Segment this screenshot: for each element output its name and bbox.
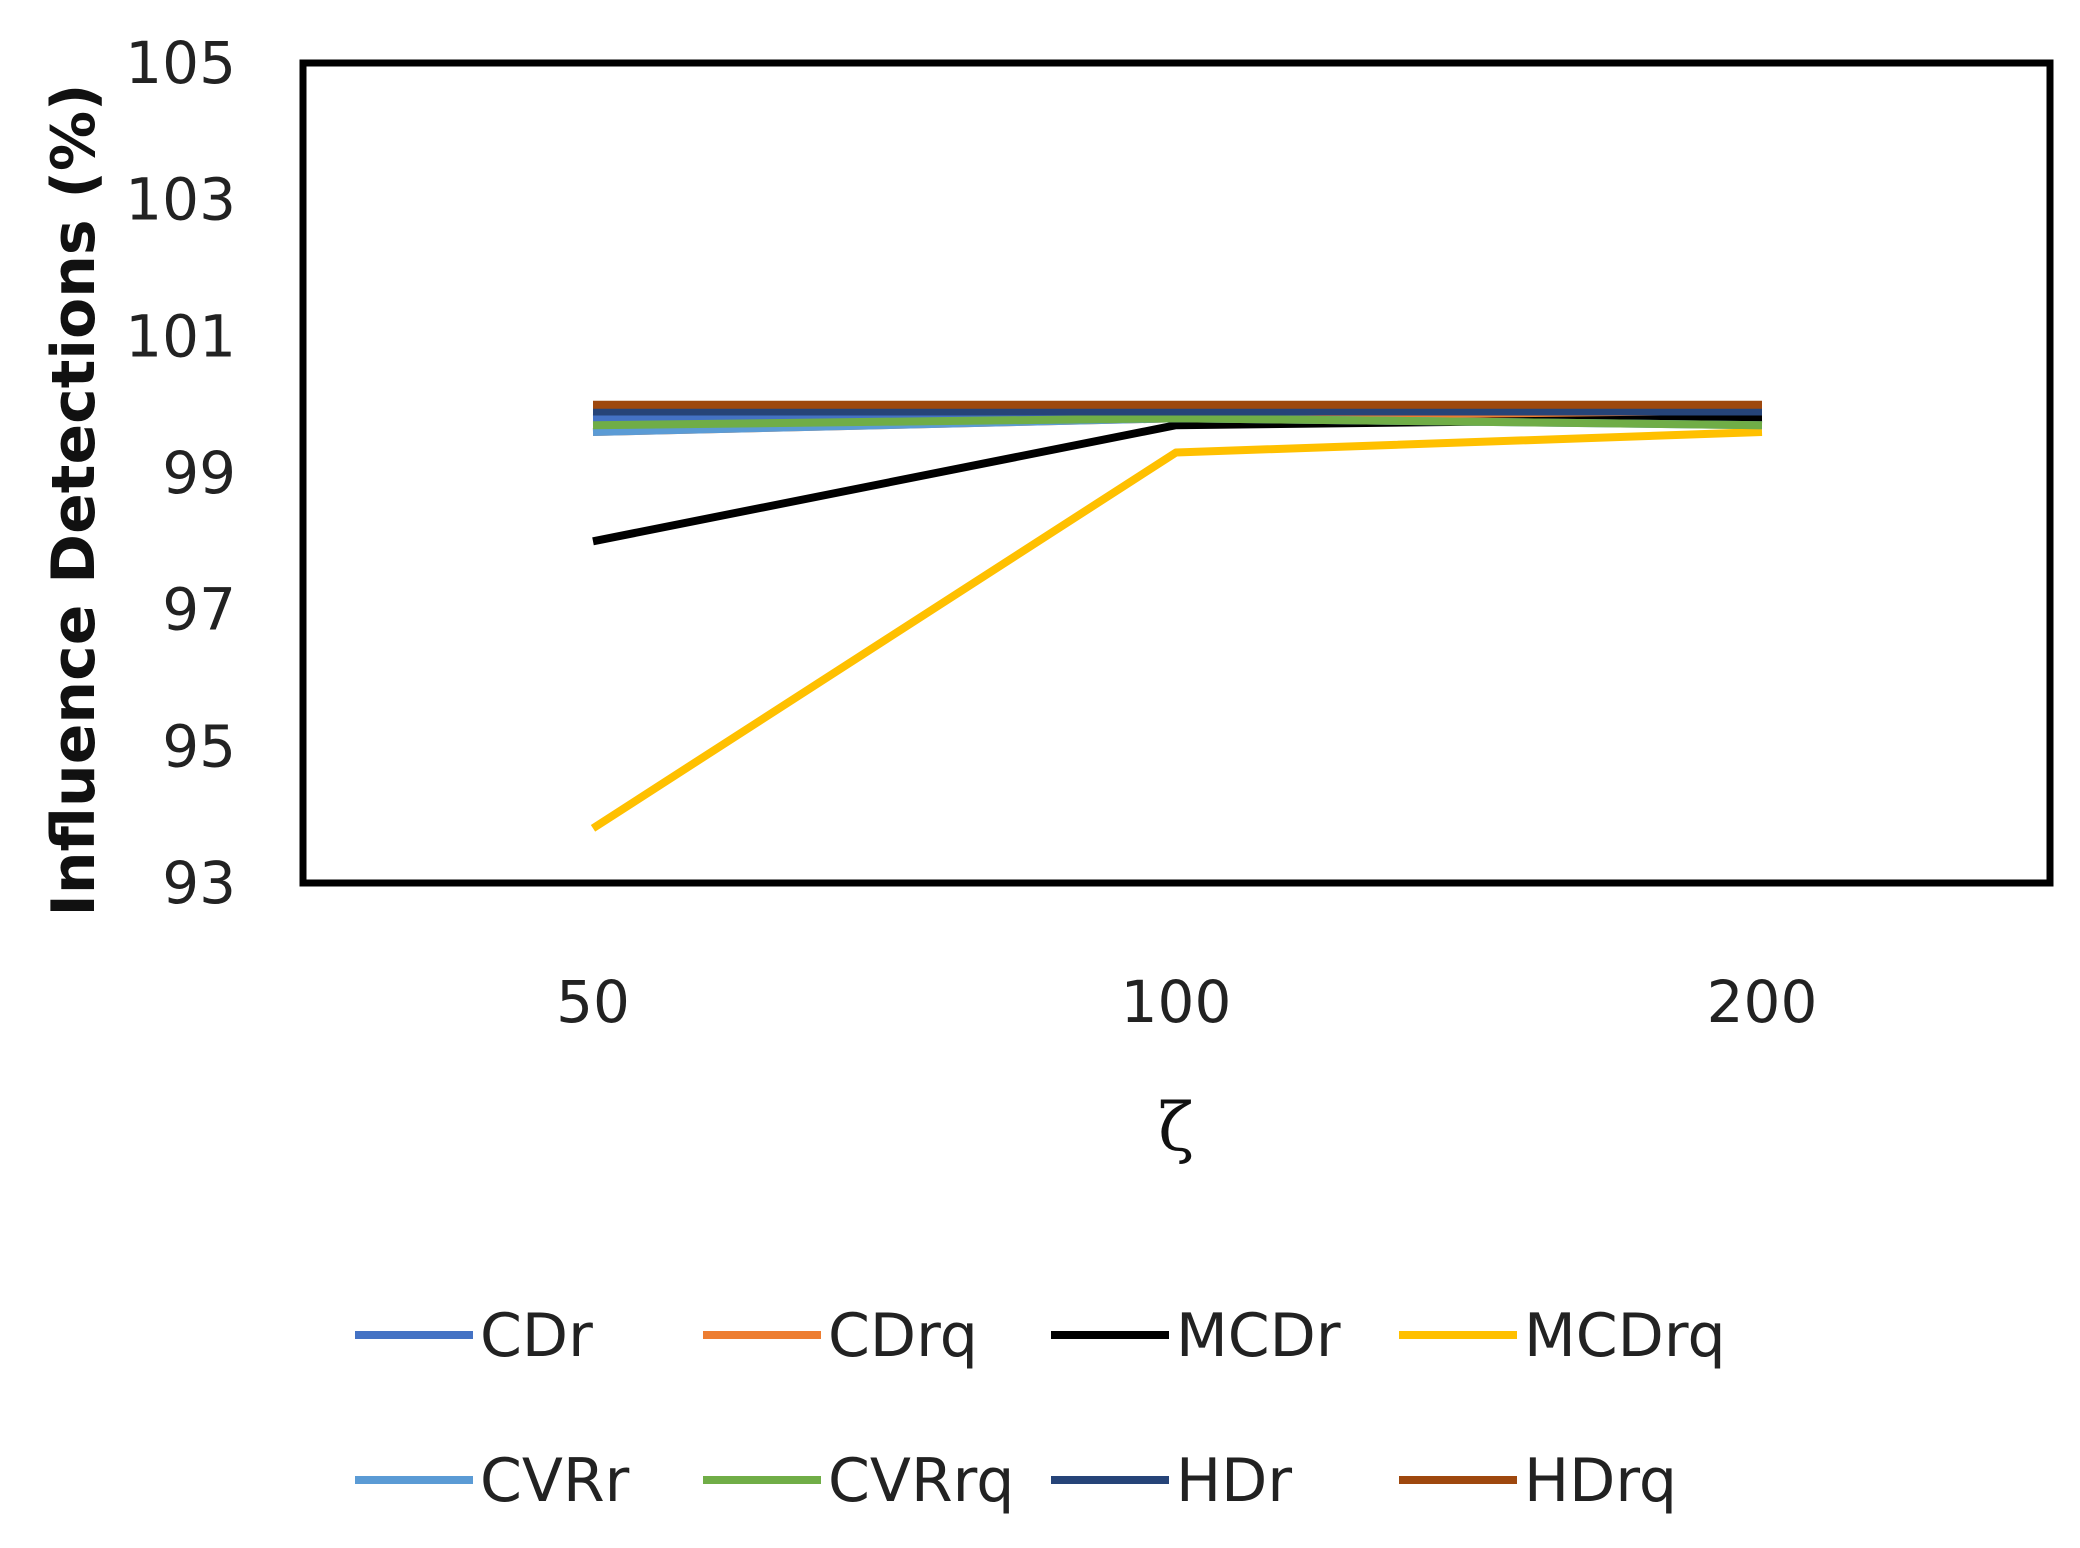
y-tick-label: 103	[125, 166, 236, 234]
y-tick-label: 99	[162, 439, 236, 507]
legend-label: CVRr	[480, 1446, 630, 1516]
line-chart: 93 95 97 99 101 103 105 50 100 200 Influence Det…	[0, 0, 2080, 1548]
legend-label: CDr	[480, 1301, 593, 1371]
x-tick-label: 200	[1707, 968, 1818, 1036]
legend-item-cdrq: CDrq	[703, 1301, 978, 1371]
legend-label: CDrq	[828, 1301, 978, 1371]
x-tick-label: 100	[1121, 968, 1232, 1036]
y-axis-title: Influence Detections (%)	[39, 84, 109, 917]
legend-item-mcdr: MCDr	[1051, 1301, 1341, 1371]
x-tick-label: 50	[556, 968, 630, 1036]
y-tick-label: 105	[125, 29, 236, 97]
legend-label: MCDrq	[1524, 1301, 1726, 1371]
legend-item-hdr: HDr	[1051, 1446, 1292, 1516]
legend-item-cdr: CDr	[355, 1301, 593, 1371]
y-tick-label: 95	[162, 712, 236, 780]
y-axis-ticks: 93 95 97 99 101 103 105	[125, 29, 236, 917]
plot-area-frame	[303, 63, 2050, 883]
y-tick-label: 93	[162, 849, 236, 917]
series-line-mcdrq	[593, 432, 1762, 828]
legend-label: CVRrq	[828, 1446, 1014, 1516]
legend-item-hdrq: HDrq	[1399, 1446, 1677, 1516]
legend-label: MCDr	[1176, 1301, 1341, 1371]
x-axis-ticks: 50 100 200	[556, 968, 1817, 1036]
legend-item-cvrr: CVRr	[355, 1446, 630, 1516]
x-axis-title: ζ	[1158, 1089, 1194, 1166]
legend-item-mcdrq: MCDrq	[1399, 1301, 1726, 1371]
series-lines	[593, 405, 1762, 829]
legend-label: HDr	[1176, 1446, 1292, 1516]
legend-label: HDrq	[1524, 1446, 1677, 1516]
y-tick-label: 97	[162, 576, 236, 644]
legend-item-cvrrq: CVRrq	[703, 1446, 1014, 1516]
legend: CDr CDrq MCDr MCDrq CVRr CVRrq HDr HDrq	[355, 1301, 1726, 1516]
y-tick-label: 101	[125, 302, 236, 370]
